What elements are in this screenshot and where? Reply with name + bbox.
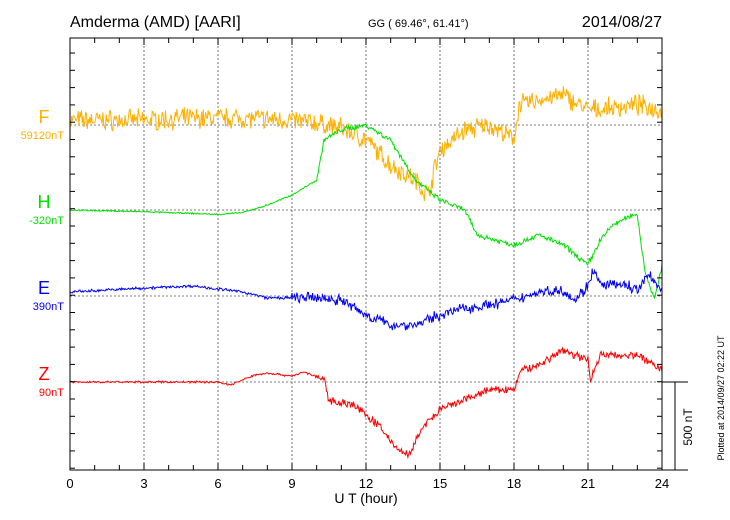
series-labels: F 59120nT H -320nT E 390nT Z 90nT	[21, 107, 65, 399]
chart-title: Amderma (AMD) [AARI]	[70, 14, 241, 31]
baseline-label-z: 90nT	[39, 387, 64, 399]
trace-e	[69, 268, 663, 331]
trace-z	[69, 346, 663, 460]
series-label-z: Z	[39, 364, 50, 384]
baseline-label-h: -320nT	[29, 215, 64, 227]
coordinates-label: GG ( 69.46°, 61.41°)	[368, 18, 469, 30]
x-tick-label: 9	[288, 476, 295, 491]
x-tick-label: 24	[655, 476, 669, 491]
x-tick-label: 18	[507, 476, 521, 491]
baseline-label-e: 390nT	[33, 301, 64, 313]
series-label-h: H	[38, 192, 51, 212]
x-axis-label: U T (hour)	[334, 490, 397, 506]
x-tick-label: 21	[581, 476, 595, 491]
date-label: 2014/08/27	[582, 14, 662, 31]
series-label-e: E	[38, 278, 50, 298]
series-label-f: F	[39, 107, 50, 127]
trace-h	[69, 123, 663, 300]
trace-f	[69, 86, 663, 202]
x-tick-label: 15	[433, 476, 447, 491]
x-tick-label: 3	[140, 476, 147, 491]
traces	[69, 86, 663, 460]
baseline-label-f: 59120nT	[21, 130, 65, 142]
plotted-note: Plotted at 2014/09/27 02:22 UT	[716, 335, 726, 461]
x-tick-label: 12	[359, 476, 373, 491]
frame: 0 3 6 9 12 15 18 21 24	[66, 37, 688, 491]
x-tick-label: 0	[66, 476, 73, 491]
scale-label: 500 nT	[681, 408, 695, 446]
x-tick-label: 6	[214, 476, 221, 491]
